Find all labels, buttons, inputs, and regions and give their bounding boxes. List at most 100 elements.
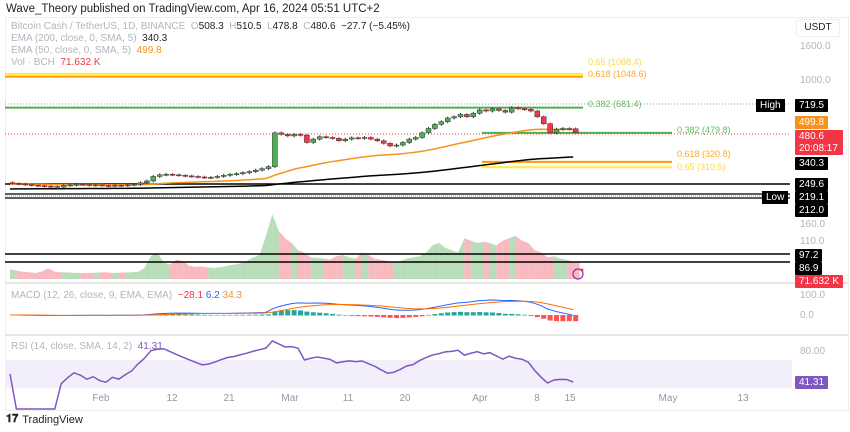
- macd-histogram-bar: [317, 312, 323, 316]
- volume-area: [451, 250, 458, 279]
- candle: [400, 142, 406, 146]
- rsi-axis-80: 80.00: [800, 346, 826, 357]
- ema50-legend[interactable]: EMA (50, close, 0, SMA, 5) 499.8: [11, 45, 162, 56]
- ema50-value: 499.8: [136, 45, 162, 56]
- macd-histogram-bar: [342, 315, 348, 316]
- candle: [252, 169, 259, 172]
- volume-area: [291, 243, 298, 279]
- candle: [540, 116, 547, 124]
- fib-label-0382-bottom: 0.382 (479.8): [677, 125, 731, 135]
- currency-button[interactable]: USDT: [796, 19, 840, 37]
- volume-area: [253, 255, 260, 279]
- volume-area: [150, 252, 158, 279]
- macd-histogram-bar: [278, 310, 284, 316]
- candle: [195, 176, 201, 178]
- volume-area: [515, 235, 522, 279]
- symbol-name[interactable]: Bitcoin Cash / TetherUS, 1D, BINANCE: [11, 21, 186, 32]
- volume-label: Vol · BCH: [11, 57, 55, 68]
- volume-area: [74, 272, 81, 279]
- volume-area: [259, 235, 266, 279]
- candle: [265, 166, 272, 169]
- candle: [9, 182, 16, 184]
- volume-area: [336, 255, 343, 279]
- candle: [272, 132, 278, 167]
- high-value: 510.5: [236, 21, 262, 32]
- macd-histogram-bar: [502, 313, 508, 316]
- candle: [86, 184, 93, 186]
- volume-area: [522, 240, 529, 279]
- macd-histogram-bar: [253, 314, 259, 316]
- volume-area: [227, 264, 234, 279]
- low-tag-label: Low: [762, 191, 789, 204]
- time-label: 13: [737, 393, 749, 404]
- candle: [380, 140, 387, 144]
- candle: [316, 136, 323, 140]
- macd-histogram-bar: [368, 315, 374, 317]
- volume-area: [86, 272, 94, 279]
- tradingview-logo[interactable]: 𝟏𝟕 TradingView: [6, 413, 83, 426]
- macd-histogram-bar: [381, 315, 387, 318]
- macd-histogram-bar: [182, 314, 188, 316]
- volume-area: [234, 263, 241, 279]
- candle: [227, 174, 233, 176]
- volume-area: [272, 214, 279, 279]
- macd-histogram-bar: [547, 315, 553, 321]
- macd-legend[interactable]: MACD (12, 26, close, 9, EMA, EMA) −28.1 …: [11, 290, 242, 301]
- volume-area: [445, 247, 452, 279]
- low-price-tag: 219.1: [795, 191, 829, 204]
- macd-value: 6.2: [205, 290, 220, 301]
- low-value: 478.8: [272, 21, 298, 32]
- ema200-legend[interactable]: EMA (200, close, 0, SMA, 5) 340.3: [11, 33, 167, 44]
- candle: [374, 138, 381, 142]
- macd-histogram-bar: [234, 314, 239, 316]
- candle: [412, 137, 419, 140]
- time-label: Mar: [281, 393, 299, 404]
- macd-histogram-bar: [291, 310, 297, 316]
- candle: [387, 143, 393, 147]
- macd-histogram-bar: [195, 314, 201, 316]
- time-label: May: [658, 393, 678, 404]
- brand-name: TradingView: [22, 413, 83, 426]
- candle: [361, 137, 368, 139]
- candle: [73, 184, 80, 186]
- chart-frame[interactable]: [5, 17, 849, 411]
- candle: [489, 108, 496, 112]
- macd-axis-100: 100.0: [800, 290, 826, 301]
- macd-histogram-bar: [246, 314, 252, 316]
- axis-label-1000: 1000.0: [800, 75, 831, 86]
- volume-area: [42, 268, 49, 279]
- candle: [41, 185, 48, 188]
- candle: [22, 183, 29, 186]
- candle: [368, 137, 374, 140]
- volume-area: [246, 257, 254, 279]
- ema200-label: EMA (200, close, 0, SMA, 5): [11, 33, 137, 44]
- volume-area: [349, 257, 356, 279]
- volume-area: [22, 271, 30, 279]
- candle: [240, 172, 246, 174]
- volume-area: [118, 272, 126, 279]
- volume-legend[interactable]: Vol · BCH 71.632 K: [11, 57, 101, 68]
- macd-histogram-bar: [509, 313, 515, 316]
- macd-histogram-bar: [310, 312, 316, 316]
- candle: [118, 184, 125, 187]
- candle: [182, 175, 189, 177]
- candle: [515, 107, 521, 110]
- macd-signal-value: 34.3: [222, 290, 242, 301]
- rsi-legend[interactable]: RSI (14, close, SMA, 14, 2) 41.31: [11, 341, 163, 352]
- candle: [80, 184, 86, 186]
- macd-histogram-bar: [227, 314, 233, 316]
- rsi-band: [5, 360, 792, 388]
- candle: [259, 168, 265, 171]
- macd-histogram-bar: [483, 312, 489, 316]
- volume-area: [202, 266, 209, 279]
- volume-area: [189, 265, 196, 279]
- rsi-tag: 41.31: [795, 376, 829, 389]
- volume-value: 71.632 K: [60, 57, 101, 68]
- macd-histogram-bar: [477, 312, 483, 316]
- candle: [246, 171, 253, 173]
- macd-histogram-bar: [355, 315, 361, 317]
- macd-histogram-bar: [413, 315, 419, 317]
- candle: [547, 123, 553, 134]
- time-label: 8: [534, 393, 540, 404]
